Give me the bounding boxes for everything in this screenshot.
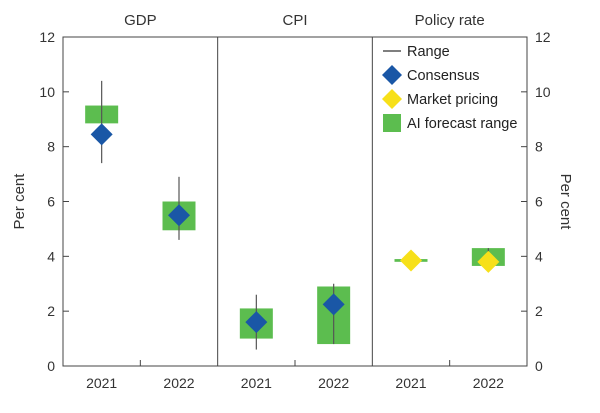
x-tick-label-policy-rate-2021: 2021	[395, 375, 426, 391]
legend-market-pricing-swatch	[382, 89, 402, 109]
legend: Range Consensus Market pricing AI forecast …	[382, 44, 517, 132]
x-tick-label-cpi-2021: 2021	[241, 375, 272, 391]
panel-title-gdp: GDP	[124, 12, 157, 29]
plot-frame	[62, 36, 528, 367]
legend-consensus-swatch	[382, 65, 402, 85]
y-tick-label-right: 4	[535, 248, 543, 264]
market-pricing-point-policy-rate-2022	[477, 250, 500, 273]
consensus-point-cpi-2021	[245, 311, 268, 334]
y-tick-label-left: 0	[47, 358, 55, 374]
axes	[62, 36, 528, 367]
y-tick-label-right: 12	[535, 29, 551, 45]
y-tick-label-left: 2	[47, 303, 55, 319]
x-tick-label-cpi-2022: 2022	[318, 375, 349, 391]
y-tick-label-right: 8	[535, 139, 543, 155]
market-pricing-point-policy-rate-2021	[400, 249, 422, 272]
y-tick-label-right: 10	[535, 84, 551, 100]
legend-label-ai-forecast-range: AI forecast range	[407, 116, 517, 132]
legend-label-range: Range	[407, 44, 450, 60]
chart-marks	[85, 80, 505, 350]
y-tick-label-left: 4	[47, 248, 55, 264]
y-tick-label-left: 8	[47, 139, 55, 155]
legend-label-consensus: Consensus	[407, 68, 480, 84]
y-tick-label-right: 6	[535, 194, 543, 210]
chart-text: 0 0 2 2 4 4 6 6 8 8 10 10 12 12 2021 2022 GDP 2021 2022 CPI…	[11, 12, 574, 391]
panel-title-policy-rate: Policy rate	[415, 12, 485, 29]
consensus-point-gdp-2021	[90, 123, 113, 146]
legend-ai-forecast-swatch	[383, 114, 401, 132]
y-axis-title-right: Per cent	[557, 174, 574, 231]
x-tick-label-gdp-2021: 2021	[86, 375, 117, 391]
legend-label-market-pricing: Market pricing	[407, 92, 498, 108]
y-tick-label-right: 2	[535, 303, 543, 319]
consensus-point-gdp-2022	[168, 204, 190, 227]
y-tick-label-left: 10	[39, 84, 55, 100]
panel-title-cpi: CPI	[282, 12, 307, 29]
x-tick-label-policy-rate-2022: 2022	[473, 375, 504, 391]
y-tick-label-left: 12	[39, 29, 55, 45]
y-axis-title-left: Per cent	[11, 173, 28, 230]
consensus-point-cpi-2022	[322, 293, 345, 316]
y-tick-label-left: 6	[47, 194, 55, 210]
y-tick-label-right: 0	[535, 358, 543, 374]
x-tick-label-gdp-2022: 2022	[163, 375, 194, 391]
